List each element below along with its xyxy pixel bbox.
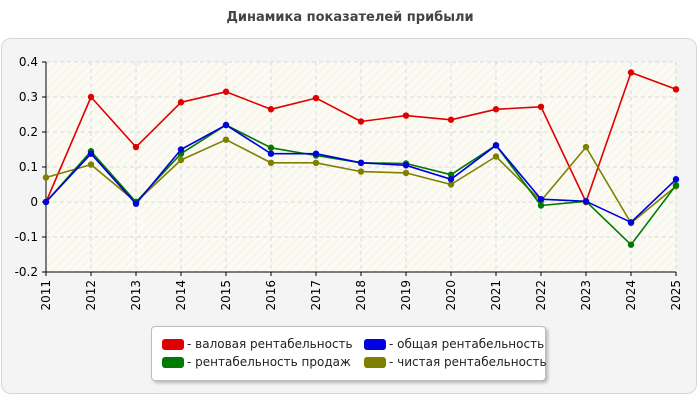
legend-label-gross: - валовая рентабельность	[187, 337, 353, 351]
data-point	[582, 143, 590, 151]
data-point	[87, 150, 95, 157]
data-point	[42, 174, 50, 181]
data-point	[87, 93, 95, 101]
y-tick-label: -0.1	[15, 230, 38, 244]
y-tick-label: 0.2	[19, 125, 38, 139]
x-tick-label: 2017	[309, 280, 323, 311]
data-point	[177, 146, 185, 153]
data-point	[267, 159, 275, 166]
data-point	[132, 143, 140, 151]
series-lines	[42, 69, 680, 248]
data-point	[42, 198, 50, 206]
data-point	[447, 181, 455, 188]
data-point	[627, 219, 635, 226]
data-point	[447, 171, 455, 178]
data-point	[267, 106, 275, 113]
data-point	[672, 176, 680, 183]
data-point	[492, 142, 500, 149]
data-point	[402, 112, 410, 119]
data-point	[582, 198, 590, 205]
data-point	[447, 176, 455, 183]
legend-item-net: - чистая рентабельность	[364, 354, 547, 370]
legend-swatch-total	[364, 338, 386, 350]
data-point	[492, 106, 500, 113]
data-point	[222, 121, 230, 129]
legend-swatch-sales	[162, 356, 184, 368]
x-tick-label: 2024	[624, 280, 638, 311]
data-point	[177, 99, 185, 106]
axes	[42, 61, 677, 276]
legend-swatch-net	[364, 356, 386, 368]
chart-title: Динамика показателей прибыли	[226, 10, 474, 25]
legend-item-sales: - рентабельность продаж	[162, 354, 351, 370]
data-point	[672, 86, 680, 93]
x-tick-label: 2021	[489, 280, 503, 311]
data-point	[402, 162, 410, 169]
data-point	[357, 168, 365, 175]
x-tick-label: 2019	[399, 280, 413, 311]
x-tick-label: 2023	[579, 280, 593, 311]
data-point	[177, 156, 185, 164]
x-tick-label: 2022	[534, 280, 548, 311]
x-tick-label: 2020	[444, 280, 458, 311]
x-tick-labels: 2011 2012 2013 2014 2015 2016 2017 2018 2019 2020…	[39, 280, 683, 311]
data-point	[447, 116, 455, 123]
data-point	[402, 169, 410, 177]
x-tick-label: 2015	[219, 280, 233, 311]
data-point	[537, 202, 545, 209]
data-point	[87, 161, 95, 168]
x-tick-label: 2018	[354, 280, 368, 311]
x-tick-label: 2025	[669, 280, 683, 311]
legend-label-sales: - рентабельность продаж	[187, 355, 351, 369]
x-tick-label: 2016	[264, 280, 278, 311]
x-tick-label: 2013	[129, 280, 143, 311]
data-point	[537, 196, 545, 203]
legend: - валовая рентабельность - общая рентабе…	[151, 326, 547, 381]
data-point	[627, 69, 635, 76]
legend-item-gross: - валовая рентабельность	[162, 336, 353, 352]
data-point	[537, 103, 545, 111]
y-tick-label: 0.1	[19, 160, 38, 174]
legend-swatch-gross	[162, 338, 184, 350]
y-tick-label: 0	[30, 195, 38, 209]
legend-label-net: - чистая рентабельность	[389, 355, 547, 369]
legend-label-total: - общая рентабельность	[389, 337, 545, 351]
data-point	[267, 150, 275, 157]
data-point	[357, 159, 365, 166]
data-point	[357, 118, 365, 125]
data-point	[672, 182, 680, 189]
legend-item-total: - общая рентабельность	[364, 336, 544, 352]
y-tick-label: 0.3	[19, 90, 38, 104]
y-tick-label: 0.4	[19, 55, 38, 69]
x-tick-label: 2014	[174, 280, 188, 311]
y-tick-label: -0.2	[15, 265, 38, 279]
x-tick-label: 2011	[39, 280, 53, 311]
data-point	[132, 200, 140, 207]
data-point	[222, 136, 230, 143]
data-point	[492, 153, 500, 160]
data-point	[267, 144, 275, 151]
data-point	[312, 94, 320, 102]
data-point	[312, 150, 320, 157]
y-tick-labels: -0.2 -0.1 0 0.1 0.2 0.3 0.4	[15, 55, 38, 279]
data-point	[222, 88, 230, 95]
data-point	[627, 241, 635, 248]
data-point	[312, 159, 320, 166]
x-tick-label: 2012	[84, 280, 98, 311]
